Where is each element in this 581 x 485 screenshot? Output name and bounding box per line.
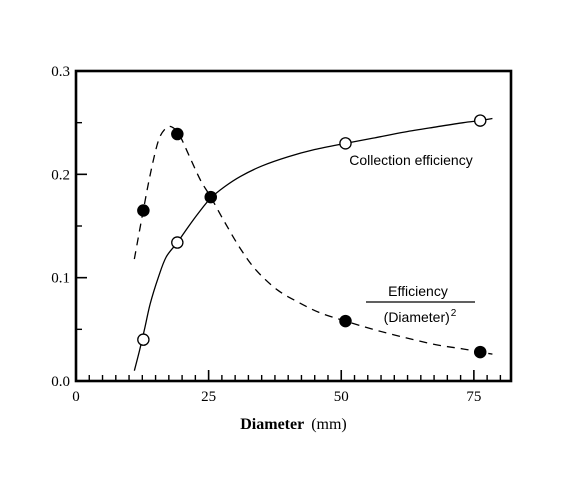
filled-data-point [204, 190, 217, 204]
plot-frame [74, 69, 513, 383]
open-data-point [339, 137, 352, 150]
x-tick-label: 25 [201, 389, 216, 405]
labels-layer: 0 25 50 75 0.0 0.1 0.2 0.3 [51, 64, 481, 405]
ticks-layer [75, 70, 502, 382]
x-tick-label: 50 [334, 389, 349, 405]
filled-data-point [137, 204, 150, 217]
open-data-point [137, 333, 150, 346]
ratio-denominator-text: (Diameter) [384, 309, 450, 325]
points-layer [137, 114, 487, 359]
collection-efficiency-curve [133, 117, 493, 371]
open-data-point [171, 236, 184, 249]
efficiency-per-diameter-squared-curve [133, 125, 493, 355]
y-tick-label: 0.3 [51, 64, 70, 80]
open-data-point [473, 114, 487, 127]
x-axis-title-bold: Diameter [240, 416, 304, 433]
y-tick-label: 0.0 [51, 374, 70, 390]
y-tick-label: 0.2 [51, 167, 70, 183]
filled-data-point [339, 314, 352, 328]
x-tick-label: 0 [72, 389, 80, 405]
collection-efficiency-label: Collection efficiency [349, 152, 472, 168]
ratio-exponent: 2 [451, 308, 457, 319]
filled-data-point [171, 127, 184, 141]
ratio-numerator-label: Efficiency [388, 283, 448, 299]
ratio-denominator-label: (Diameter)2 [384, 308, 457, 325]
y-tick-label: 0.1 [51, 271, 70, 287]
filled-data-point [473, 345, 487, 359]
curves-layer [133, 117, 493, 371]
x-axis-title-unit: (mm) [311, 416, 347, 433]
x-tick-label: 75 [466, 389, 481, 405]
x-axis-title: Diameter (mm) [240, 416, 347, 433]
